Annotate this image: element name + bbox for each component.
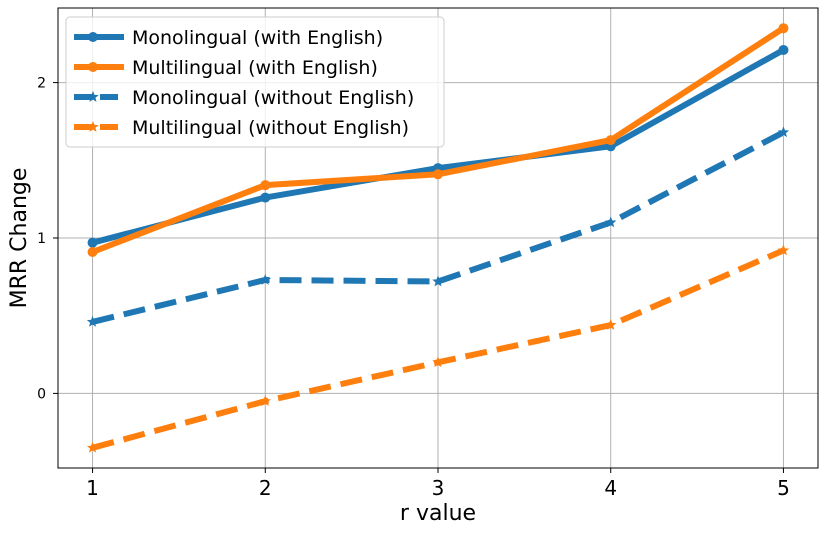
legend-item: Monolingual (without English)	[74, 87, 414, 109]
legend-label: Multilingual (without English)	[132, 117, 409, 139]
data-point	[260, 192, 271, 203]
legend-item: Multilingual (with English)	[74, 57, 378, 79]
data-point	[778, 23, 789, 34]
legend-marker	[88, 62, 98, 72]
legend: Monolingual (with English) Multilingual (…	[65, 16, 445, 148]
x-tick-label: 2	[259, 476, 272, 500]
legend-marker	[87, 121, 99, 132]
data-point	[259, 273, 271, 285]
series-3	[86, 126, 790, 327]
data-point	[605, 216, 617, 228]
x-axis-label: r value	[400, 501, 476, 526]
legend-item: Multilingual (without English)	[74, 117, 409, 139]
data-point	[605, 135, 616, 146]
data-point	[777, 126, 790, 138]
ticks: 1 2 3 4 5 0 1 2	[37, 76, 790, 500]
y-tick-label: 2	[37, 76, 46, 92]
legend-label: Monolingual (without English)	[132, 87, 414, 109]
series-4	[86, 244, 790, 453]
data-point	[86, 441, 99, 453]
legend-label: Monolingual (with English)	[132, 27, 383, 49]
legend-label: Multilingual (with English)	[132, 57, 378, 79]
x-tick-label: 4	[604, 476, 617, 500]
series-line	[91, 129, 785, 325]
y-axis-label: MRR Change	[7, 168, 32, 309]
data-point	[432, 275, 444, 287]
data-point	[777, 244, 790, 256]
data-point	[86, 315, 99, 327]
x-tick-label: 1	[86, 476, 99, 500]
data-point	[87, 246, 98, 257]
legend-marker	[87, 91, 99, 102]
data-point	[259, 395, 271, 407]
series-layer	[86, 23, 790, 453]
x-tick-label: 3	[432, 476, 445, 500]
data-point	[778, 44, 789, 55]
data-point	[260, 180, 271, 191]
series-2	[87, 23, 789, 257]
data-point	[87, 237, 98, 248]
data-point	[433, 169, 443, 180]
legend-frame	[65, 16, 445, 148]
y-tick-label: 0	[37, 386, 46, 402]
data-point	[605, 319, 617, 330]
y-tick-label: 1	[37, 231, 46, 247]
x-tick-label: 5	[777, 476, 790, 500]
legend-item: Monolingual (with English)	[74, 27, 383, 49]
data-point	[432, 356, 444, 368]
legend-marker	[88, 32, 98, 42]
